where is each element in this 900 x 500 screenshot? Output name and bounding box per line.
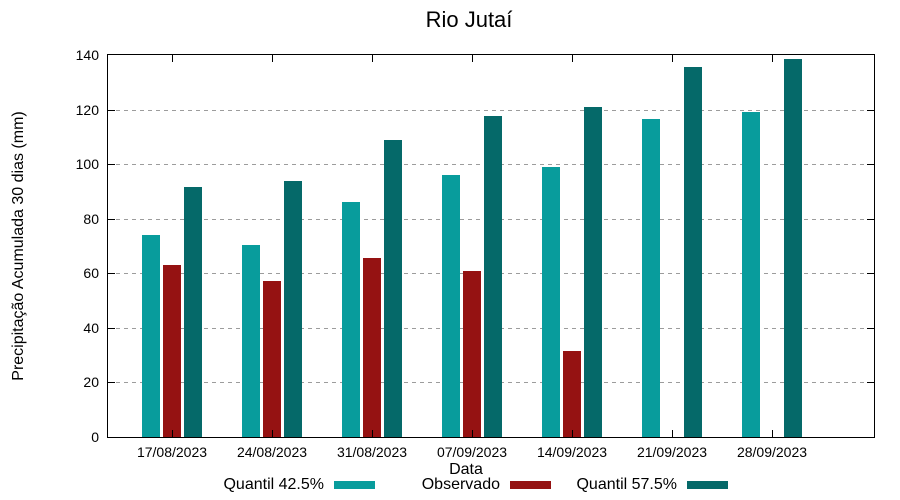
bar-quantil-57-5--28-09-2023 [784,59,802,437]
y-axis-title: Precipitação Acumulada 30 dias (mm) [10,111,27,381]
bar-observado-17-08-2023 [163,265,181,437]
ytick-left-60 [108,273,115,275]
bar-quantil-57-5--31-08-2023 [384,140,402,437]
legend-swatch-quantil-57-5 [687,481,728,489]
xtick-top-3 [472,55,473,62]
ytick-left-120 [108,109,115,111]
ytick-right-100 [867,164,874,166]
x-tick-label-3: 07/09/2023 [436,444,508,460]
legend-label-quantil-57-5: Quantil 57.5% [576,476,677,493]
legend-swatch-observado [510,481,551,489]
bar-quantil-42-5--21-09-2023 [642,119,660,437]
ytick-right-20 [867,382,874,384]
bar-observado-24-08-2023 [263,281,281,437]
ytick-right-80 [867,218,874,220]
x-tick-label-4: 14/09/2023 [536,444,608,460]
x-tick-label-6: 28/09/2023 [736,444,808,460]
bar-quantil-57-5--17-08-2023 [184,187,202,437]
xtick-bottom-2 [372,430,373,437]
x-tick-label-0: 17/08/2023 [136,444,208,460]
xtick-top-5 [672,55,673,62]
legend-entry-quantil-57-5: Quantil 57.5% [576,476,728,493]
xtick-bottom-5 [672,430,673,437]
ytick-left-20 [108,382,115,384]
xtick-top-4 [572,55,573,62]
xtick-bottom-1 [272,430,273,437]
x-tick-label-2: 31/08/2023 [336,444,408,460]
xtick-bottom-3 [472,430,473,437]
xtick-bottom-0 [172,430,173,437]
y-tick-label-100: 100 [75,156,99,173]
bar-quantil-42-5--24-08-2023 [242,245,260,437]
ytick-left-40 [108,327,115,329]
y-tick-label-40: 40 [83,319,99,336]
xtick-top-2 [372,55,373,62]
bar-quantil-42-5--17-08-2023 [142,235,160,437]
x-tick-label-5: 21/09/2023 [636,444,708,460]
bar-quantil-42-5--07-09-2023 [442,175,460,437]
x-tick-label-1: 24/08/2023 [236,444,308,460]
y-tick-label-140: 140 [75,47,99,63]
y-tick-label-60: 60 [83,265,99,282]
xtick-bottom-4 [572,430,573,437]
xtick-top-0 [172,55,173,62]
xtick-top-6 [772,55,773,62]
ytick-right-40 [867,327,874,329]
plot-area [107,54,875,438]
bar-quantil-42-5--31-08-2023 [342,202,360,437]
ytick-left-100 [108,164,115,166]
bar-quantil-57-5--24-08-2023 [284,181,302,437]
ytick-right-60 [867,273,874,275]
legend-label-quantil-42-5: Quantil 42.5% [223,476,324,493]
y-tick-label-20: 20 [83,374,99,391]
x-axis-title: Data [449,461,483,478]
y-tick-label-120: 120 [75,101,99,118]
bar-quantil-42-5--28-09-2023 [742,112,760,437]
y-tick-label-0: 0 [91,429,99,445]
bar-quantil-57-5--21-09-2023 [684,67,702,437]
chart-title: Rio Jutaí [425,7,513,32]
legend-label-observado: Observado [421,476,500,493]
bar-quantil-42-5--14-09-2023 [542,167,560,437]
y-tick-label-80: 80 [83,210,99,227]
xtick-top-1 [272,55,273,62]
legend-swatch-quantil-42-5 [334,481,375,489]
xtick-bottom-6 [772,430,773,437]
ytick-right-120 [867,109,874,111]
gridline-y120 [108,109,874,111]
bar-observado-07-09-2023 [463,271,481,437]
legend-entry-quantil-42-5: Quantil 42.5% [223,476,375,493]
bar-quantil-57-5--14-09-2023 [584,107,602,437]
bar-observado-14-09-2023 [563,351,581,437]
bar-quantil-57-5--07-09-2023 [484,116,502,437]
legend-entry-observado: Observado [421,476,551,493]
ytick-left-80 [108,218,115,220]
bar-observado-31-08-2023 [363,258,381,437]
